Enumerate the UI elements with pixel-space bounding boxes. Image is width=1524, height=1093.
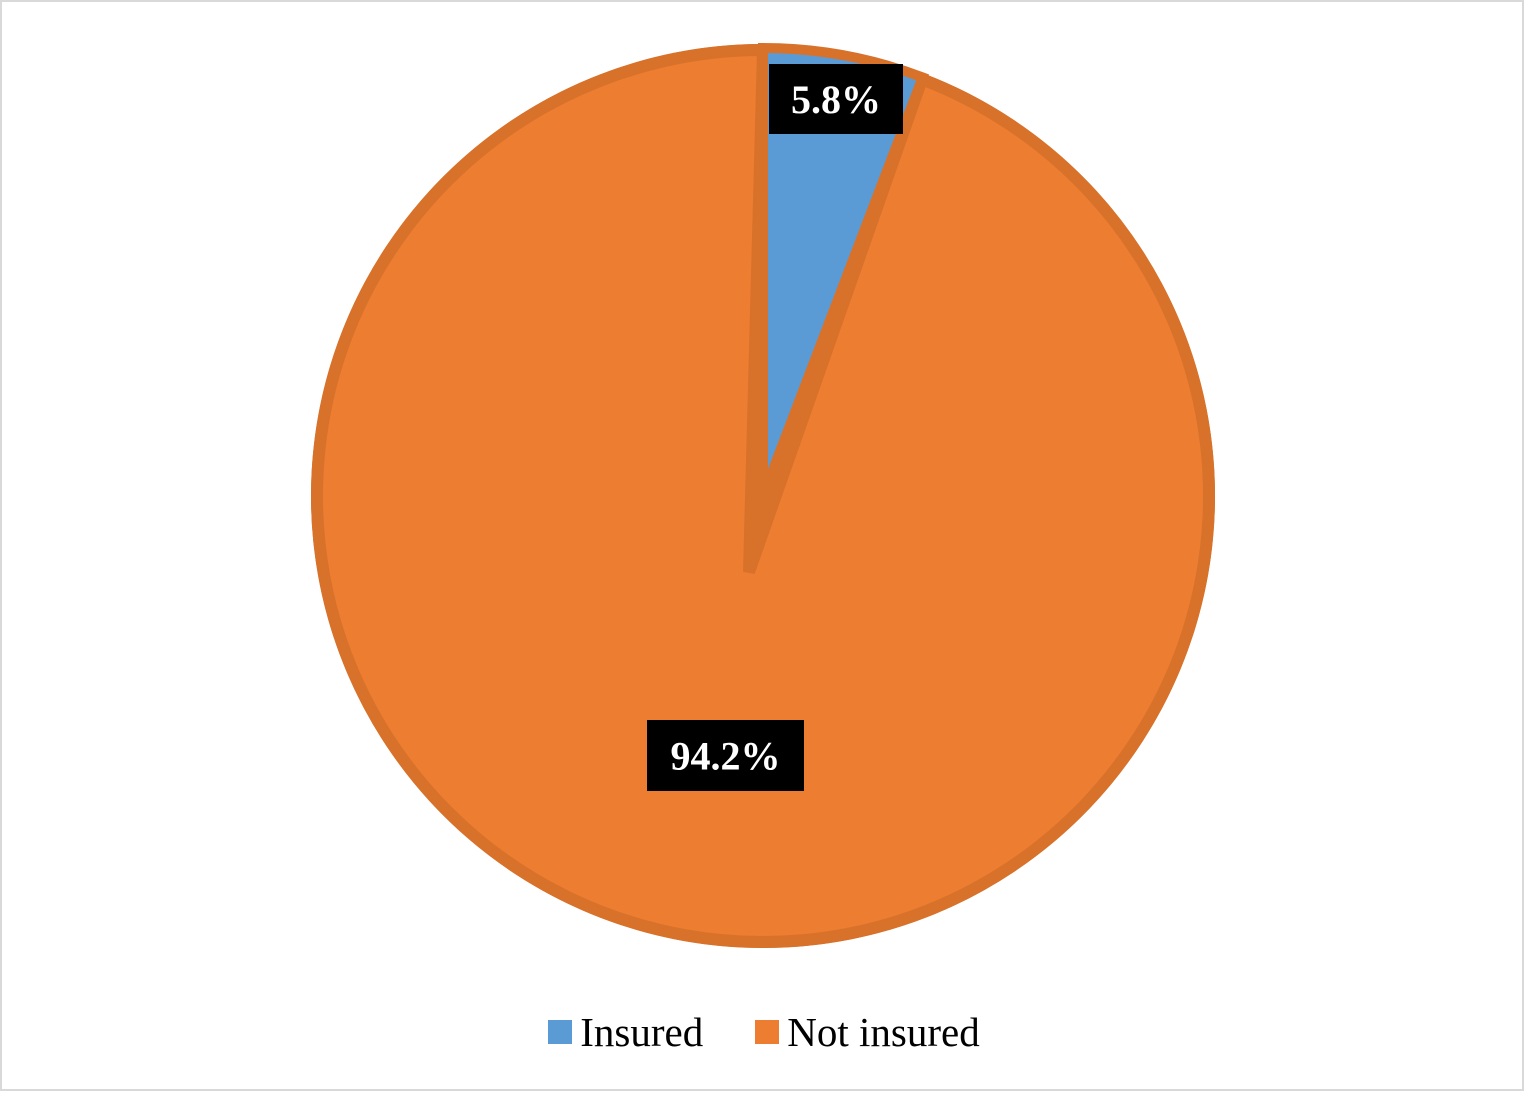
legend-label-insured: Insured [580,1009,704,1055]
data-label-not-insured-box [647,720,804,791]
data-label-insured-text: 5.8% [791,77,881,122]
legend-entry-insured: Insured [548,1008,703,1056]
legend-swatch-insured [548,1020,573,1044]
legend: Insured Not insured [2,1004,1524,1060]
legend-swatch-not-insured [755,1020,780,1044]
legend-entry-not-insured: Not insured [755,1008,980,1056]
data-label-insured: 5.8% [769,64,903,134]
data-label-not-insured-text: 94.2% [671,734,781,779]
pie-slice-insured [758,42,930,498]
legend-label-not-insured: Not insured [787,1009,980,1055]
data-label-insured-box [769,64,903,134]
pie-slice-not-insured [311,43,1215,948]
pie-chart: 5.8% 94.2% [311,42,1215,948]
data-label-not-insured: 94.2% [647,720,804,791]
